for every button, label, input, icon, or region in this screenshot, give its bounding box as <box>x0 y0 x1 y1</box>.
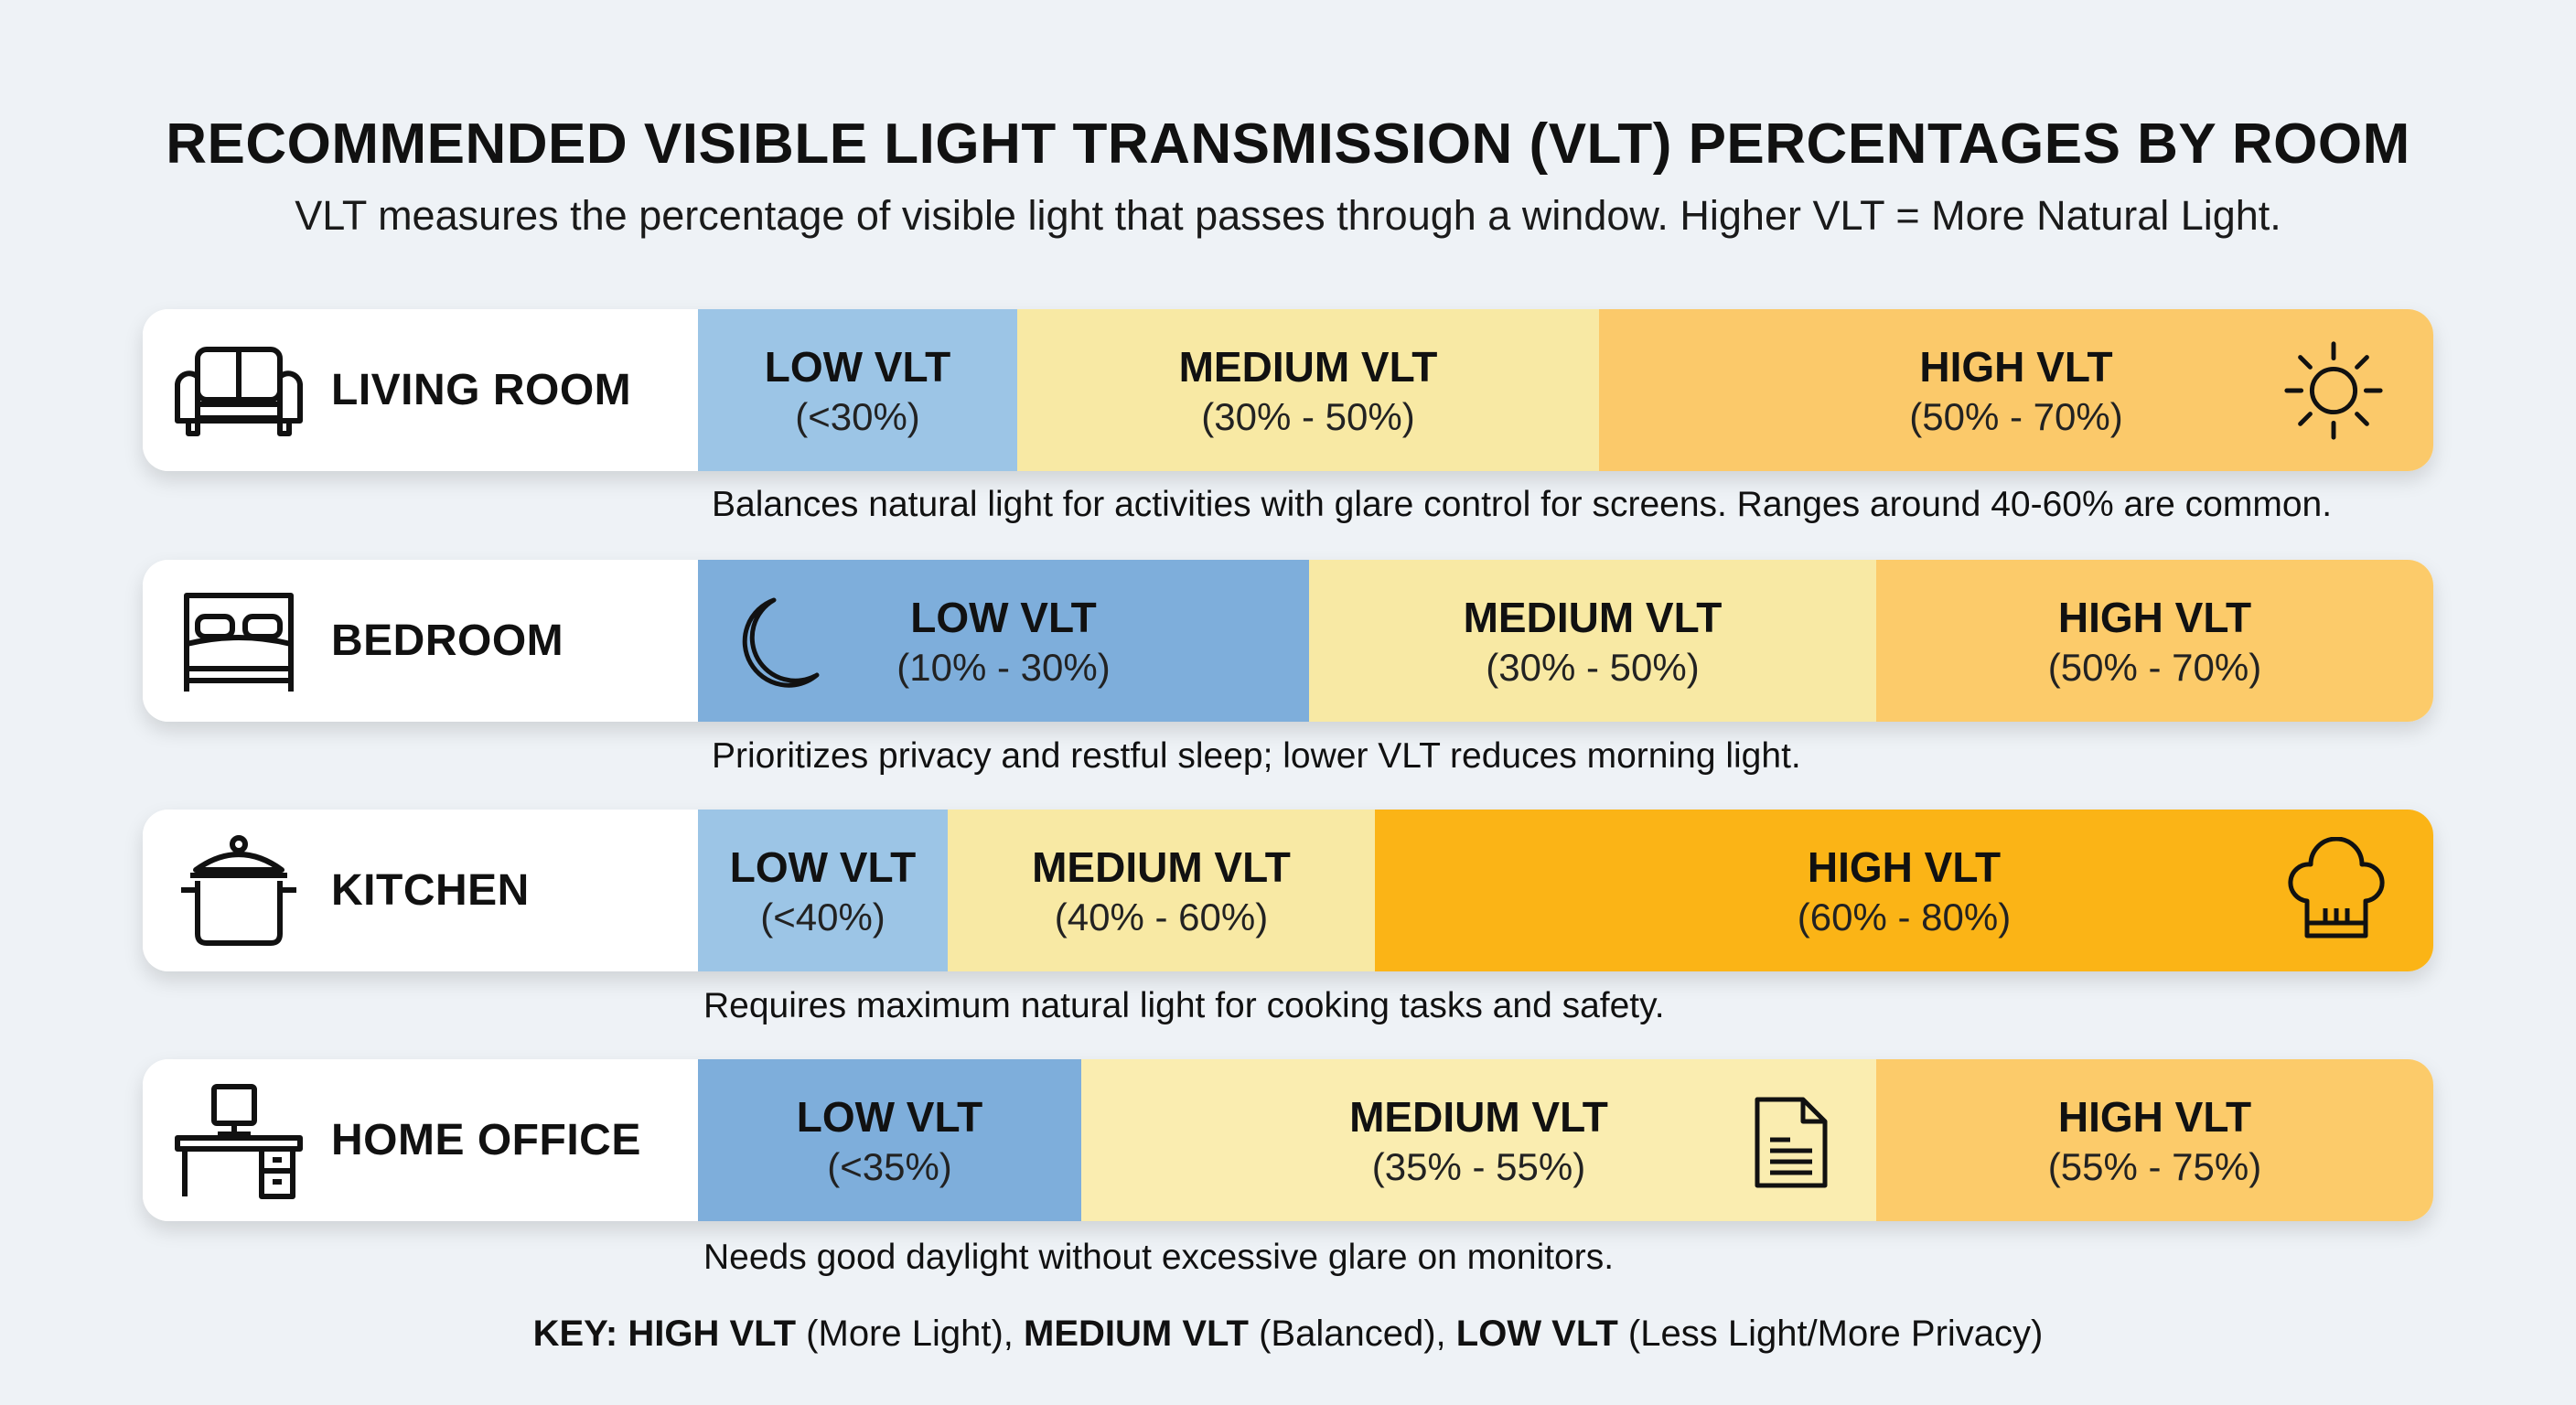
bed-icon <box>184 592 294 692</box>
legend-key: KEY: HIGH VLT (More Light), MEDIUM VLT (… <box>0 1314 2576 1355</box>
medium-vlt-segment: MEDIUM VLT (30% - 50%) <box>1309 560 1876 722</box>
medium-vlt-segment: MEDIUM VLT (35% - 55%) <box>1081 1059 1876 1221</box>
room-label: HOME OFFICE <box>143 1059 698 1221</box>
high-vlt-segment: HIGH VLT (60% - 80%) <box>1375 810 2433 971</box>
high-vlt-segment: HIGH VLT (55% - 75%) <box>1876 1059 2433 1221</box>
segment-label: LOW VLT <box>764 342 951 391</box>
key-high-desc: (More Light), <box>806 1314 1014 1354</box>
document-icon <box>1755 1097 1828 1188</box>
segment-range: (50% - 70%) <box>2047 645 2262 689</box>
room-description: Prioritizes privacy and restful sleep; l… <box>712 736 1801 776</box>
segment-label: MEDIUM VLT <box>1032 842 1291 891</box>
segment-range: (40% - 60%) <box>1054 895 1269 938</box>
high-vlt-segment: HIGH VLT (50% - 70%) <box>1599 309 2433 471</box>
high-vlt-segment: HIGH VLT (50% - 70%) <box>1876 560 2433 722</box>
room-name: LIVING ROOM <box>331 366 632 414</box>
key-low: LOW VLT <box>1455 1314 1618 1354</box>
room-row-kitchen: KITCHEN LOW VLT (<40%) MEDIUM VLT (40% - 6… <box>143 810 2433 971</box>
key-medium-desc: (Balanced), <box>1259 1314 1446 1354</box>
room-description: Balances natural light for activities wi… <box>712 485 2333 524</box>
key-prefix: KEY: <box>532 1314 618 1354</box>
room-name: BEDROOM <box>331 617 564 665</box>
medium-vlt-segment: MEDIUM VLT (40% - 60%) <box>948 810 1375 971</box>
segment-label: HIGH VLT <box>1807 842 2002 891</box>
segment-range: (<30%) <box>795 394 920 438</box>
room-row-bedroom: BEDROOM LOW VLT (10% - 30%) MEDIUM VLT (30… <box>143 560 2433 722</box>
segment-range: (60% - 80%) <box>1797 895 2012 938</box>
low-vlt-segment: LOW VLT (10% - 30%) <box>698 560 1309 722</box>
segment-label: LOW VLT <box>729 842 917 891</box>
room-row-home-office: HOME OFFICE LOW VLT (<35%) MEDIUM VLT (35%… <box>143 1059 2433 1221</box>
segment-range: (30% - 50%) <box>1201 394 1415 438</box>
low-vlt-segment: LOW VLT (<35%) <box>698 1059 1081 1221</box>
page-subtitle: VLT measures the percentage of visible l… <box>295 192 2281 239</box>
chef-hat-icon <box>2288 837 2385 938</box>
segment-label: LOW VLT <box>796 1092 983 1141</box>
segment-range: (55% - 75%) <box>2047 1144 2262 1188</box>
low-vlt-segment: LOW VLT (<40%) <box>698 810 948 971</box>
segment-label: HIGH VLT <box>2057 593 2252 641</box>
room-name: KITCHEN <box>331 866 530 915</box>
segment-range: (<40%) <box>760 895 886 938</box>
room-name: HOME OFFICE <box>331 1116 641 1164</box>
sofa-icon <box>175 346 303 436</box>
segment-label: MEDIUM VLT <box>1463 593 1723 641</box>
key-medium: MEDIUM VLT <box>1024 1314 1249 1354</box>
segment-label: MEDIUM VLT <box>1178 342 1438 391</box>
pot-icon <box>181 834 296 946</box>
room-label: BEDROOM <box>143 560 698 722</box>
key-low-desc: (Less Light/More Privacy) <box>1627 1314 2044 1354</box>
segment-label: MEDIUM VLT <box>1349 1092 1608 1141</box>
room-label: KITCHEN <box>143 810 698 971</box>
low-vlt-segment: LOW VLT (<30%) <box>698 309 1017 471</box>
segment-range: (35% - 55%) <box>1371 1144 1586 1188</box>
room-label: LIVING ROOM <box>143 309 698 471</box>
segment-label: HIGH VLT <box>2057 1092 2252 1141</box>
room-description: Needs good daylight without excessive gl… <box>703 1238 1615 1277</box>
medium-vlt-segment: MEDIUM VLT (30% - 50%) <box>1017 309 1599 471</box>
moon-icon <box>742 597 820 688</box>
room-row-living-room: LIVING ROOM LOW VLT (<30%) MEDIUM VLT (30%… <box>143 309 2433 471</box>
sun-icon <box>2284 341 2383 440</box>
segment-label: LOW VLT <box>910 593 1097 641</box>
segment-range: (10% - 30%) <box>896 645 1111 689</box>
room-description: Requires maximum natural light for cooki… <box>703 986 1665 1025</box>
segment-label: HIGH VLT <box>1919 342 2113 391</box>
segment-range: (50% - 70%) <box>1909 394 2123 438</box>
page-title: RECOMMENDED VISIBLE LIGHT TRANSMISSION (… <box>166 113 2410 176</box>
desk-icon <box>175 1083 303 1199</box>
segment-range: (30% - 50%) <box>1486 645 1700 689</box>
key-high: HIGH VLT <box>628 1314 797 1354</box>
segment-range: (<35%) <box>827 1144 952 1188</box>
